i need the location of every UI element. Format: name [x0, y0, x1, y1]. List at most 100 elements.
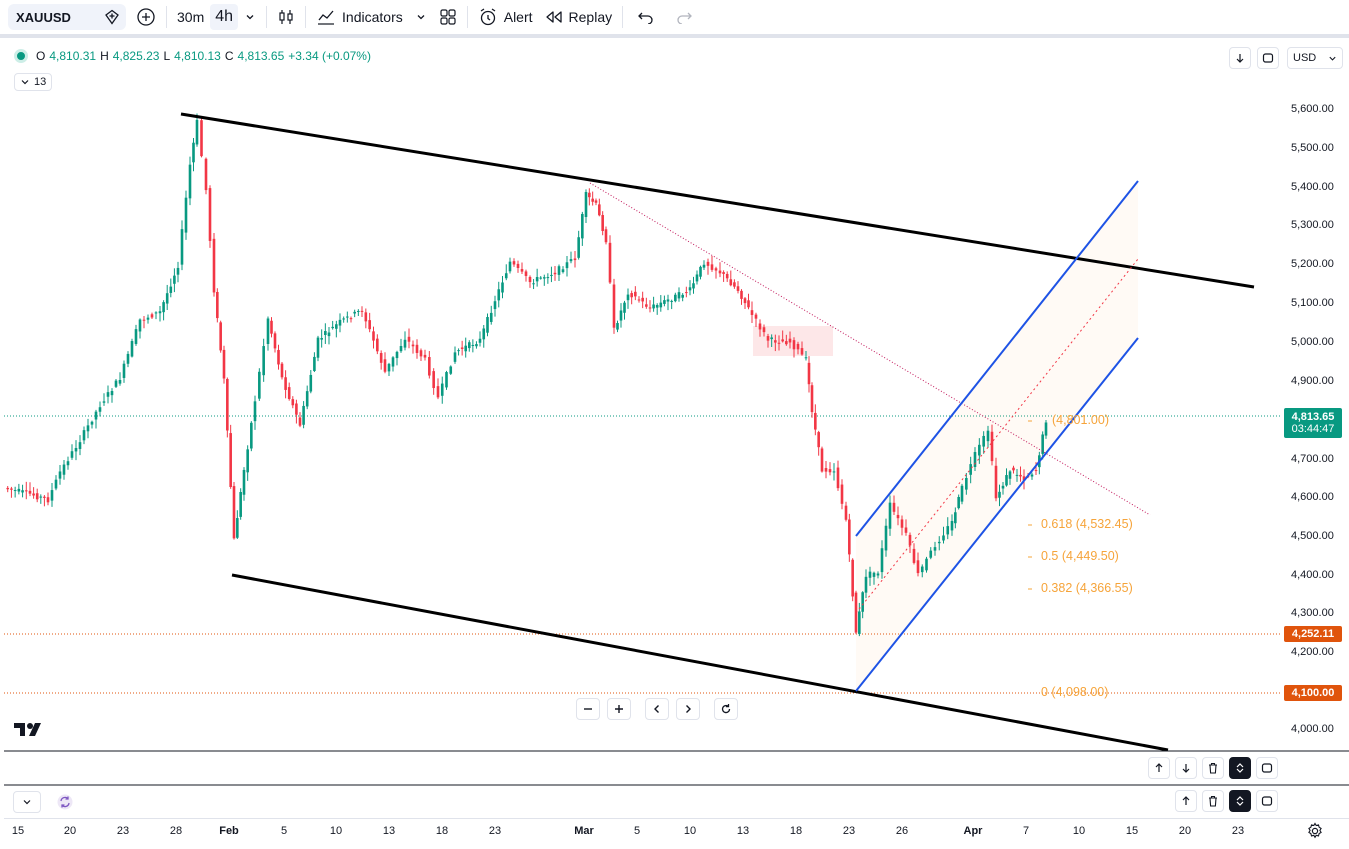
plus-circle-icon: [136, 7, 156, 27]
redo-button[interactable]: [665, 2, 703, 32]
price-axis-label: 5,000.00: [1291, 336, 1334, 348]
chevron-down-icon: [415, 11, 427, 23]
fib-label-382: 0.382 (4,366.55): [1041, 581, 1133, 595]
time-axis-label: 10: [329, 825, 343, 837]
fib-label-05: 0.5 (4,449.50): [1041, 549, 1119, 563]
arrow-down-icon: [1180, 762, 1192, 774]
zoom-in-button[interactable]: [607, 698, 631, 720]
watchlist-add-icon[interactable]: [104, 9, 120, 25]
pane-toggle-button[interactable]: [13, 791, 41, 813]
time-axis-label: 10: [683, 825, 697, 837]
candles-icon: [277, 8, 295, 26]
high-key: H: [100, 49, 109, 63]
fib-label-618: 0.618 (4,532.45): [1041, 517, 1133, 531]
scroll-right-button[interactable]: [676, 698, 700, 720]
trash-icon: [1207, 795, 1219, 807]
indicators-dropdown[interactable]: [409, 2, 433, 32]
time-axis-label: 13: [382, 825, 396, 837]
compare-button[interactable]: [130, 2, 162, 32]
price-axis-label: 4,600.00: [1291, 491, 1334, 503]
maximize-icon: [1261, 795, 1273, 807]
timeframe-label: 4h: [215, 8, 234, 25]
chevron-down-icon: [1328, 54, 1337, 63]
rewind-icon: [545, 10, 563, 24]
chart-type-button[interactable]: [271, 2, 301, 32]
ohlc-legend: O 4,810.31 H 4,825.23 L 4,810.13 C 4,813.65 …: [14, 49, 371, 63]
time-axis-label: 10: [1072, 825, 1086, 837]
move-pane-down-button[interactable]: [1175, 757, 1197, 779]
trash-icon: [1207, 762, 1219, 774]
time-axis-label: Apr: [963, 825, 983, 837]
time-axis-label: 26: [895, 825, 909, 837]
timeframe-30m[interactable]: 30m: [171, 2, 210, 32]
indicators-button[interactable]: Indicators: [310, 2, 409, 32]
time-axis-label: 7: [1022, 825, 1030, 837]
price-axis-label: 5,200.00: [1291, 258, 1334, 270]
level-tag-4252: 4,252.11: [1284, 626, 1342, 642]
alert-button[interactable]: Alert: [472, 2, 539, 32]
maximize-pane-button[interactable]: [1256, 757, 1278, 779]
top-toolbar: XAUUSD 30m 4h Indicators: [0, 0, 1349, 38]
layout-button[interactable]: [433, 2, 463, 32]
reset-chart-button[interactable]: [714, 698, 738, 720]
time-axis-label: 15: [11, 825, 25, 837]
expand-collapse-icon: [1234, 795, 1246, 807]
collapse-pane-button[interactable]: [1229, 757, 1251, 779]
scroll-left-button[interactable]: [645, 698, 669, 720]
level-value: 4,252.11: [1291, 628, 1335, 640]
close-value: 4,813.65: [237, 49, 285, 63]
timeframe-4h[interactable]: 4h: [210, 4, 239, 30]
alert-label: Alert: [503, 9, 533, 25]
maximize-button[interactable]: [1257, 47, 1279, 69]
symbol-search[interactable]: XAUUSD: [8, 4, 126, 30]
low-value: 4,810.13: [174, 49, 221, 63]
time-axis[interactable]: 15 20 23 28 Feb 5 10 13 18 23 Mar 5 10 13 18 23 26 Apr 7 10…: [4, 818, 1349, 844]
time-axis-label: 23: [116, 825, 130, 837]
market-status-icon: [14, 49, 28, 63]
sync-icon[interactable]: [56, 793, 74, 816]
move-pane2-up-button[interactable]: [1175, 790, 1197, 812]
high-value: 4,825.23: [112, 49, 160, 63]
undo-icon: [637, 10, 655, 24]
expand-collapse-icon: [1234, 762, 1246, 774]
gear-icon: [1306, 822, 1324, 840]
low-key: L: [163, 49, 171, 63]
price-axis-label: 4,400.00: [1291, 569, 1334, 581]
level-tag-4100: 4,100.00: [1284, 685, 1342, 701]
price-axis-label: 5,100.00: [1291, 297, 1334, 309]
time-axis-label: 13: [736, 825, 750, 837]
time-axis-label: 23: [1231, 825, 1245, 837]
scroll-down-button[interactable]: [1229, 47, 1251, 69]
time-axis-label: Feb: [219, 825, 239, 837]
currency-select[interactable]: USD: [1287, 47, 1343, 69]
zoom-out-button[interactable]: [576, 698, 600, 720]
timeframe-dropdown[interactable]: [238, 2, 262, 32]
move-pane-up-button[interactable]: [1148, 757, 1170, 779]
change-value: +3.34 (+0.07%): [288, 49, 371, 63]
maximize-pane2-button[interactable]: [1256, 790, 1278, 812]
last-price-tag: 4,813.65 03:44:47: [1284, 408, 1342, 438]
chevron-left-icon: [651, 703, 663, 715]
price-axis-label: 4,000.00: [1291, 723, 1334, 735]
replay-button[interactable]: Replay: [539, 2, 619, 32]
time-axis-label: 5: [633, 825, 641, 837]
divider: [305, 6, 307, 28]
delete-pane2-button[interactable]: [1202, 790, 1224, 812]
chart-pane[interactable]: O 4,810.31 H 4,825.23 L 4,810.13 C 4,813.65 …: [4, 42, 1349, 751]
undo-button[interactable]: [627, 2, 665, 32]
tradingview-logo[interactable]: [14, 722, 46, 743]
arrow-up-icon: [1153, 762, 1165, 774]
last-price-value: 4,813.65: [1291, 411, 1335, 423]
time-axis-label: 23: [488, 825, 502, 837]
time-axis-label: 18: [435, 825, 449, 837]
fib-label-zero: 0 (4,098.00): [1041, 685, 1109, 699]
chevron-down-icon: [20, 77, 30, 87]
time-axis-label: 5: [280, 825, 288, 837]
time-axis-label: 23: [842, 825, 856, 837]
price-axis-label: 4,500.00: [1291, 530, 1334, 542]
collapse-pane2-button[interactable]: [1229, 790, 1251, 812]
delete-pane-button[interactable]: [1202, 757, 1224, 779]
chart-settings-button[interactable]: [1306, 822, 1324, 845]
indicators-toggle[interactable]: 13: [14, 73, 53, 91]
